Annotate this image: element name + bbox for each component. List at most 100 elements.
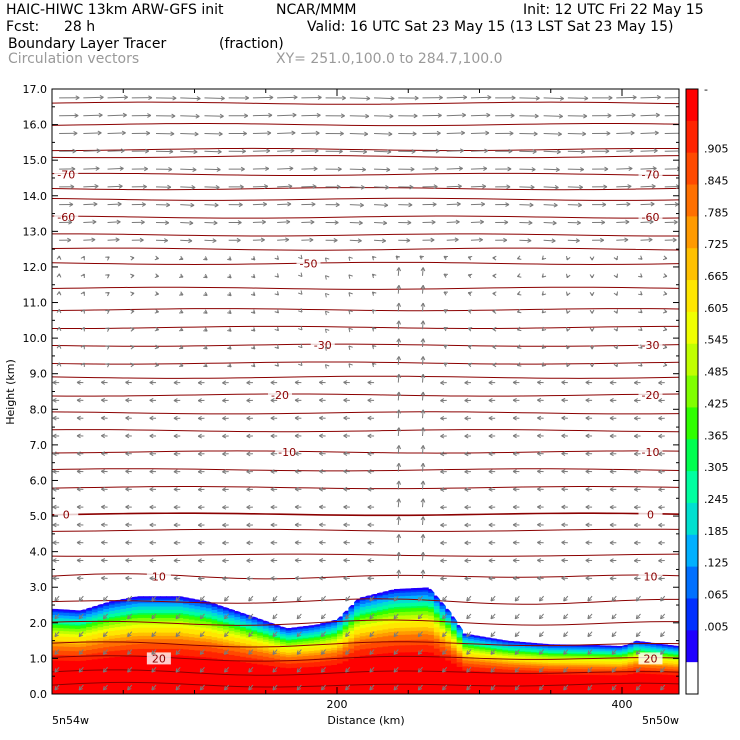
- vector-arrow: [587, 684, 593, 691]
- vector-arrow: [248, 666, 254, 673]
- axes: 0.0 1.0 2.0 3.0 4.0 5.0 6.0 7.0 8.0 9.0 10.0 11.0 12…: [23, 83, 679, 711]
- isotherm-label: -20: [642, 389, 660, 402]
- vector-arrow: [393, 649, 399, 655]
- xy-range: XY= 251.0,100.0 to 284.7,100.0: [276, 51, 503, 67]
- colorbar-swatch: [686, 662, 698, 695]
- colorbar-label: -: [704, 83, 708, 96]
- vector-arrow: [446, 185, 462, 188]
- isotherm-label: -60: [642, 211, 660, 224]
- vector-arrow: [514, 684, 520, 691]
- vector-arrow: [272, 613, 278, 620]
- vector-arrow: [640, 167, 657, 170]
- vector-arrow: [369, 613, 375, 620]
- vector-arrow: [83, 167, 100, 170]
- model-title: HAIC-HIWC 13km ARW-GFS init: [6, 2, 224, 18]
- vector-arrow: [616, 221, 630, 223]
- vector-arrow: [107, 167, 124, 170]
- vector-arrow: [349, 168, 366, 171]
- vector-arrow: [199, 595, 205, 602]
- vector-arrow: [107, 114, 127, 117]
- field-units: (fraction): [219, 36, 284, 52]
- colorbar-swatch: [686, 534, 698, 568]
- vector-arrow: [470, 96, 492, 99]
- vector-arrow: [635, 684, 641, 691]
- isotherm-label: -20: [271, 389, 289, 402]
- vector-arrow: [587, 666, 593, 673]
- vector-arrow: [127, 631, 133, 637]
- vector-arrow: [616, 150, 634, 152]
- vector-arrow: [397, 409, 400, 419]
- vector-arrow: [102, 666, 108, 673]
- colorbar-swatch: [686, 184, 698, 217]
- vector-arrow: [490, 649, 496, 655]
- colorbar-swatch: [686, 311, 698, 345]
- vector-arrow: [397, 267, 400, 276]
- colorbar-label: .065: [704, 588, 729, 601]
- vector-arrow: [277, 239, 289, 241]
- vector-arrow: [393, 613, 399, 620]
- vector-arrow: [422, 320, 424, 330]
- vector-arrow: [83, 96, 104, 99]
- vector-arrow: [224, 649, 230, 655]
- vector-arrow: [470, 150, 488, 152]
- vector-arrow: [397, 427, 400, 437]
- vector-arrow: [587, 631, 593, 637]
- y-tick-label: 17.0: [23, 83, 48, 96]
- vector-arrow: [204, 221, 218, 224]
- vector-arrow: [127, 613, 133, 620]
- vector-arrow: [543, 204, 558, 206]
- colorbar-label: .785: [704, 206, 729, 219]
- vector-arrow: [616, 239, 629, 241]
- vector-arrow: [446, 132, 465, 134]
- vector-arrow: [470, 221, 484, 223]
- vector-arrow: [107, 221, 121, 223]
- colorbar-swatch: [686, 471, 698, 504]
- vector-arrow: [422, 480, 424, 490]
- isotherm-label: -70: [642, 168, 660, 181]
- vector-arrow: [296, 649, 302, 655]
- vector-arrow: [180, 97, 201, 100]
- isotherm-label: -10: [642, 446, 660, 459]
- vector-arrow: [417, 684, 423, 691]
- vector-arrow: [345, 613, 351, 620]
- vector-arrow: [442, 595, 448, 602]
- vector-arrow: [345, 666, 351, 673]
- vector-arrow: [660, 684, 666, 691]
- vector-arrow: [374, 97, 395, 100]
- vector-arrow: [374, 186, 389, 189]
- vector-arrow: [349, 97, 370, 99]
- vector-arrow: [151, 666, 157, 673]
- vector-arrow: [199, 684, 205, 691]
- colorbar-label: .005: [704, 620, 729, 633]
- colorbar-swatch: [686, 502, 698, 536]
- vector-arrow: [83, 203, 98, 206]
- vector-arrow: [83, 239, 96, 241]
- colorbar-swatch: [686, 120, 698, 154]
- vector-arrow: [277, 150, 295, 152]
- colorbar-swatch: [686, 280, 698, 313]
- isotherm-label: 20: [644, 652, 658, 665]
- isotherm-label: 20: [152, 652, 166, 665]
- vector-arrow: [54, 684, 60, 691]
- vector-arrow: [349, 186, 365, 188]
- vector-arrow: [345, 684, 351, 691]
- vector-arrow: [543, 97, 564, 100]
- vector-arrow: [446, 167, 463, 170]
- vector-arrow: [204, 132, 223, 135]
- x-left-endpoint: 5n54w: [52, 714, 89, 727]
- vector-arrow: [397, 498, 400, 508]
- vector-arrow: [224, 595, 230, 602]
- vector-arrow: [277, 167, 294, 170]
- vector-arrow: [296, 666, 302, 673]
- vector-arrow: [563, 595, 569, 602]
- vector-arrow: [102, 595, 108, 602]
- vector-arrow: [107, 132, 126, 134]
- colorbar-label: .245: [704, 493, 729, 506]
- vector-arrow: [107, 185, 123, 188]
- vector-arrow: [345, 631, 351, 637]
- y-axis-label: Height (km): [4, 359, 17, 425]
- vector-arrow: [539, 649, 545, 655]
- vector-arrow: [640, 150, 658, 152]
- y-tick-label: 8.0: [30, 403, 48, 416]
- vector-arrow: [369, 595, 375, 602]
